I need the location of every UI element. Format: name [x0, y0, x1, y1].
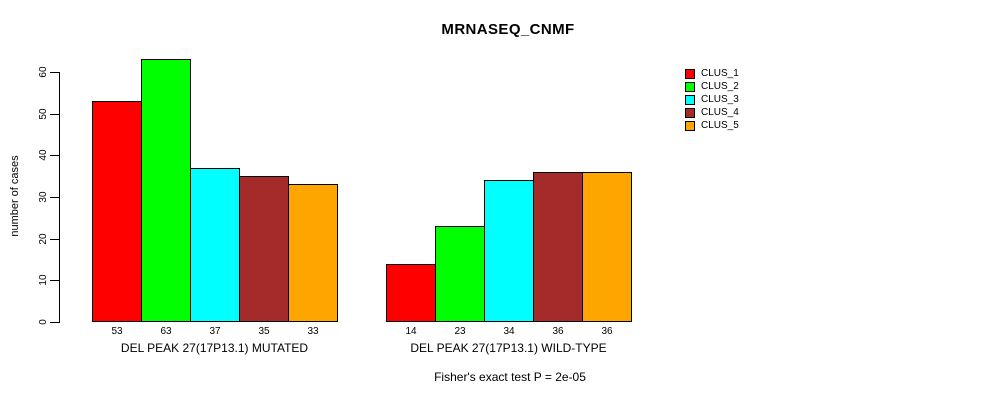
y-axis-title: number of cases: [9, 155, 21, 237]
bar-CLUS_1-group1: [92, 101, 142, 322]
y-tick-label-30: 30: [38, 191, 49, 203]
legend-label-CLUS_4: CLUS_4: [701, 107, 739, 118]
y-tick-50: [50, 114, 60, 115]
y-tick-label-10: 10: [38, 274, 49, 286]
group-label-2: DEL PEAK 27(17P13.1) WILD-TYPE: [410, 341, 607, 355]
chart-title: MRNASEQ_CNMF: [441, 21, 575, 38]
legend-swatch-CLUS_1: [685, 68, 695, 79]
bar-count-CLUS_2-group1: 63: [160, 326, 172, 337]
bar-count-CLUS_3-group2: 34: [503, 326, 515, 337]
legend-label-CLUS_1: CLUS_1: [701, 68, 739, 79]
bar-count-CLUS_3-group1: 37: [209, 326, 221, 337]
legend-item-CLUS_2: CLUS_2: [685, 80, 739, 93]
y-tick-0: [50, 322, 60, 323]
legend-label-CLUS_5: CLUS_5: [701, 120, 739, 131]
group-label-1: DEL PEAK 27(17P13.1) MUTATED: [120, 341, 309, 355]
y-tick-label-50: 50: [38, 108, 49, 120]
legend: CLUS_1 CLUS_2 CLUS_3 CLUS_4 CLUS_5: [685, 67, 739, 132]
bar-CLUS_4-group1: [239, 176, 289, 322]
bar-CLUS_2-group1: [141, 59, 191, 322]
bar-count-CLUS_1-group1: 53: [111, 326, 123, 337]
legend-item-CLUS_5: CLUS_5: [685, 119, 739, 132]
y-tick-60: [50, 72, 60, 73]
legend-swatch-CLUS_4: [685, 107, 695, 118]
legend-swatch-CLUS_5: [685, 120, 695, 131]
legend-item-CLUS_3: CLUS_3: [685, 93, 739, 106]
bar-CLUS_3-group2: [484, 180, 534, 322]
bar-CLUS_3-group1: [190, 168, 240, 322]
bar-count-CLUS_2-group2: 23: [454, 326, 466, 337]
y-tick-20: [50, 239, 60, 240]
legend-label-CLUS_3: CLUS_3: [701, 94, 739, 105]
bar-CLUS_5-group1: [288, 184, 338, 322]
bar-count-CLUS_1-group2: 14: [405, 326, 417, 337]
y-tick-40: [50, 155, 60, 156]
bar-CLUS_1-group2: [386, 264, 436, 322]
legend-item-CLUS_4: CLUS_4: [685, 106, 739, 119]
bar-CLUS_2-group2: [435, 226, 485, 322]
y-tick-label-40: 40: [38, 149, 49, 161]
fisher-test-caption: Fisher's exact test P = 2e-05: [434, 370, 586, 384]
legend-label-CLUS_2: CLUS_2: [701, 81, 739, 92]
bar-count-CLUS_4-group2: 36: [552, 326, 564, 337]
y-tick-30: [50, 197, 60, 198]
legend-item-CLUS_1: CLUS_1: [685, 67, 739, 80]
bar-count-CLUS_4-group1: 35: [258, 326, 270, 337]
legend-swatch-CLUS_2: [685, 81, 695, 92]
legend-swatch-CLUS_3: [685, 94, 695, 105]
bar-CLUS_5-group2: [582, 172, 632, 322]
bar-count-CLUS_5-group2: 36: [601, 326, 613, 337]
y-tick-label-20: 20: [38, 233, 49, 245]
y-tick-label-60: 60: [38, 66, 49, 78]
y-tick-label-0: 0: [38, 319, 49, 325]
bar-count-CLUS_5-group1: 33: [307, 326, 319, 337]
y-tick-10: [50, 280, 60, 281]
bar-CLUS_4-group2: [533, 172, 583, 322]
